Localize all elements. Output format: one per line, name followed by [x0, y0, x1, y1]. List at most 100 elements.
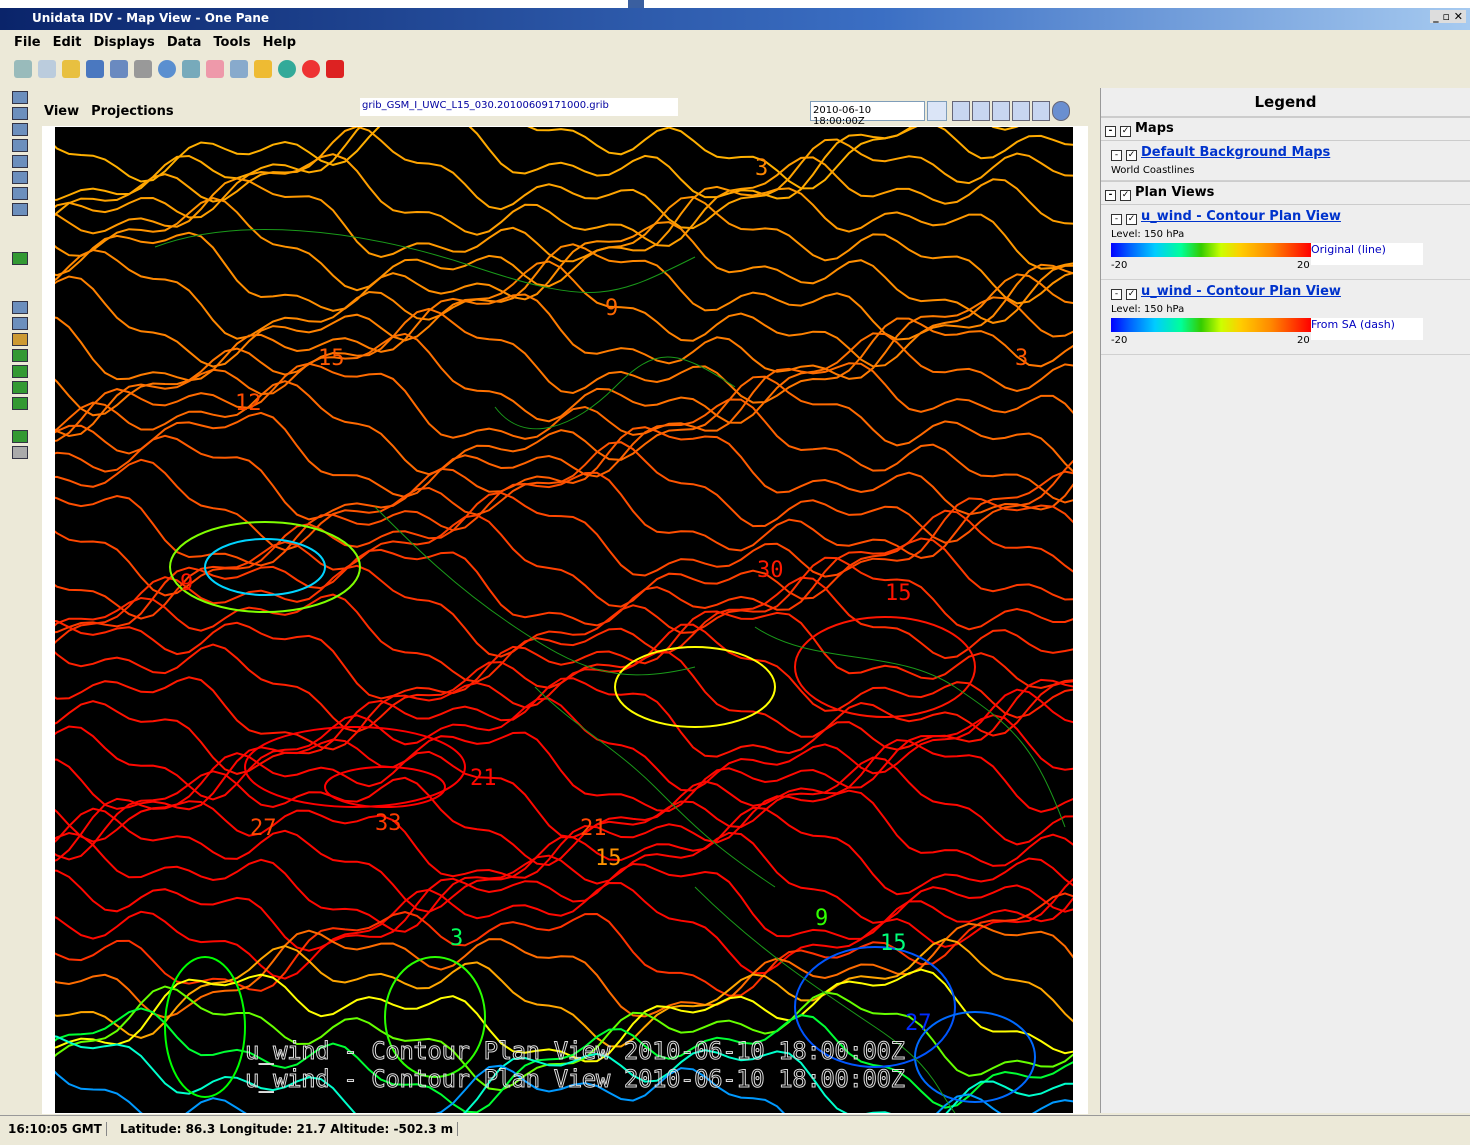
coastline — [154, 229, 696, 293]
contour-label: 3 — [450, 926, 463, 951]
colorbar: From SA (dash) -20 20 — [1111, 318, 1423, 350]
legend-group[interactable]: - ✓ Plan Views — [1101, 181, 1470, 205]
contour-loop — [794, 946, 956, 1068]
contour-label: 33 — [375, 811, 402, 836]
layer-link[interactable]: u_wind - Contour Plan View — [1141, 209, 1341, 224]
contour-loop — [204, 538, 326, 596]
contour-line — [55, 714, 1073, 813]
overlay-text: u_wind - Contour Plan View 2010-06-10 18… — [245, 1065, 905, 1093]
colorbar-label: From SA (dash) — [1311, 318, 1423, 340]
contour-line — [55, 332, 1073, 438]
menu-item[interactable]: View — [44, 104, 80, 119]
contour-line — [55, 153, 1073, 247]
contour-line — [55, 756, 1073, 867]
legend-item: - ✓ u_wind - Contour Plan View Level: 150 h… — [1101, 205, 1470, 280]
group-name: Maps — [1135, 121, 1174, 136]
contour-label: 27 — [250, 816, 277, 841]
colorbar-max: 20 — [1297, 260, 1310, 271]
menu-item[interactable]: Edit — [52, 35, 82, 50]
menu-item[interactable]: Tools — [213, 35, 251, 50]
contour-label: 21 — [580, 816, 607, 841]
coastline — [374, 506, 696, 676]
contour-label: 15 — [885, 581, 912, 606]
colorbar-label: Original (line) — [1311, 243, 1423, 265]
contour-line — [55, 362, 1073, 442]
contour-line — [55, 610, 1073, 700]
menu-item[interactable]: Data — [166, 35, 202, 50]
contour-line — [55, 968, 1073, 1063]
contour-line — [55, 892, 1073, 997]
contour-label: 9 — [180, 571, 193, 596]
menu-bar: File Edit Displays Data Tools Help — [0, 30, 1470, 56]
contour-label: 15 — [595, 846, 622, 871]
contour-loop — [384, 956, 486, 1078]
contour-label: 9 — [815, 906, 828, 931]
contour-line — [55, 806, 1073, 913]
contour-label: 30 — [757, 558, 784, 583]
contour-line — [55, 293, 1073, 382]
toolbar — [14, 60, 344, 84]
layer-link[interactable]: u_wind - Contour Plan View — [1141, 284, 1341, 299]
menu-item[interactable]: Help — [262, 35, 297, 50]
contour-loop — [324, 766, 446, 808]
contour-label: 27 — [905, 1011, 932, 1036]
contour-line — [55, 221, 1073, 324]
contour-line — [55, 862, 1073, 952]
legend-panel: Legend - ✓ Maps - ✓ Default Background Maps W… — [1100, 88, 1470, 1113]
map-frame: 3 9 15 12 30 15 9 21 33 21 15 27 3 9 15 27 3 u_wind - Co… — [42, 126, 1088, 1114]
contour-label: 9 — [605, 296, 618, 321]
coastline — [754, 626, 1066, 828]
contour-line — [55, 651, 1073, 751]
group-name: Plan Views — [1135, 185, 1215, 200]
time-dropdown[interactable] — [927, 101, 947, 121]
menu-item[interactable]: Projections — [91, 104, 174, 119]
animation-controls[interactable] — [952, 101, 1070, 121]
layer-detail: Level: 150 hPa — [1111, 304, 1185, 315]
layer-detail: Level: 150 hPa — [1111, 229, 1185, 240]
time-selector[interactable]: 2010-06-10 18:00:00Z — [810, 101, 925, 127]
contour-label: 3 — [755, 156, 768, 181]
menu-item[interactable]: File — [14, 35, 41, 50]
contour-line — [55, 831, 1073, 933]
contour-line — [55, 877, 1073, 980]
colorbar: Original (line) -20 20 — [1111, 243, 1423, 275]
contour-line — [55, 688, 1073, 801]
colorbar-min: -20 — [1111, 260, 1128, 271]
layer-link[interactable]: Default Background Maps — [1141, 145, 1331, 160]
contour-label: 15 — [318, 346, 345, 371]
coastline — [694, 886, 956, 1113]
contour-line — [55, 677, 1073, 775]
status-position: Latitude: 86.3 Longitude: 21.7 Altitude:… — [116, 1122, 459, 1136]
contour-line — [55, 985, 1073, 1092]
menu-item[interactable]: Displays — [93, 35, 155, 50]
contour-line — [55, 938, 1073, 1048]
title-bar: Unidata IDV - Map View - One Pane _ ▫ ✕ — [0, 8, 1470, 30]
legend-title: Legend — [1101, 88, 1470, 117]
data-source-label: grib_GSM_I_UWC_L15_030.20100609171000.gr… — [360, 98, 678, 116]
legend-group[interactable]: - ✓ Maps — [1101, 117, 1470, 141]
colorbar-max: 20 — [1297, 335, 1310, 346]
contour-line — [55, 738, 1073, 843]
view-toolbar[interactable] — [10, 88, 36, 1113]
contour-line — [55, 491, 1073, 597]
contour-line — [55, 922, 1073, 1019]
contour-loop — [914, 1011, 1036, 1103]
contour-line — [55, 441, 1073, 552]
view-menu: View Projections — [44, 104, 186, 119]
status-bar: 16:10:05 GMT Latitude: 86.3 Longitude: 2… — [0, 1115, 1470, 1145]
contour-loop — [794, 616, 976, 718]
window-controls[interactable]: _ ▫ ✕ — [1430, 10, 1466, 23]
contour-loop — [244, 726, 466, 808]
contour-line — [55, 195, 1073, 305]
overlay-text: u_wind - Contour Plan View 2010-06-10 18… — [245, 1037, 905, 1065]
contour-label: 15 — [880, 931, 907, 956]
contour-line — [55, 398, 1073, 504]
contour-line — [55, 1035, 1073, 1113]
contour-line — [55, 375, 1073, 476]
contour-label: 3 — [1015, 346, 1028, 371]
contour-line — [55, 1007, 1073, 1113]
contour-line — [55, 243, 1073, 341]
legend-item: - ✓ Default Background Maps World Coastline… — [1101, 141, 1470, 181]
contour-line — [55, 789, 1073, 879]
